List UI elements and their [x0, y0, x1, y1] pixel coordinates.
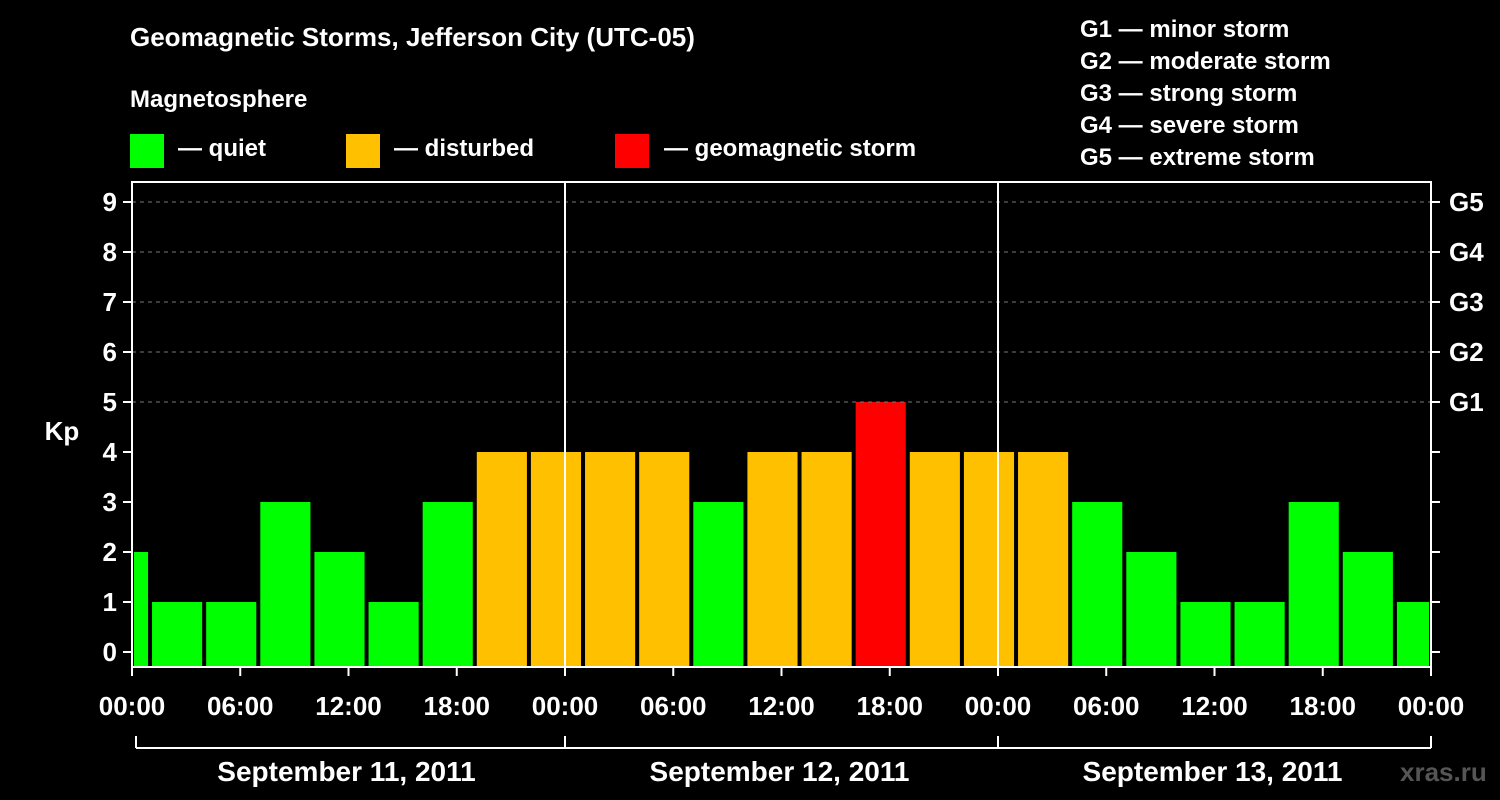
bar-16 — [963, 452, 1015, 667]
bar-5 — [368, 602, 419, 667]
y-tick-label-1: 1 — [103, 587, 117, 617]
bar-20 — [1180, 602, 1231, 667]
x-tick-label-3: 18:00 — [424, 691, 491, 721]
y-tick-label-4: 4 — [103, 437, 118, 467]
bar-24 — [1396, 602, 1429, 667]
bar-22 — [1288, 502, 1339, 667]
bar-1 — [152, 602, 203, 667]
right-tick-label-G3: G3 — [1449, 287, 1484, 317]
x-tick-label-2: 12:00 — [315, 691, 382, 721]
y-tick-label-9: 9 — [103, 187, 117, 217]
day-label-2: September 13, 2011 — [1083, 756, 1343, 787]
bar-23 — [1342, 552, 1393, 667]
x-tick-label-7: 18:00 — [857, 691, 924, 721]
bar-10 — [639, 452, 690, 667]
bar-18 — [1072, 502, 1123, 667]
storm-scale-g1: G1 — minor storm — [1080, 16, 1290, 43]
x-tick-label-4: 00:00 — [532, 691, 599, 721]
y-tick-label-5: 5 — [103, 387, 117, 417]
right-tick-label-G2: G2 — [1449, 337, 1484, 367]
bar-15 — [909, 452, 960, 667]
x-tick-label-9: 06:00 — [1073, 691, 1140, 721]
bar-0 — [134, 552, 149, 667]
bar-21 — [1234, 602, 1285, 667]
right-tick-label-G4: G4 — [1449, 237, 1484, 267]
legend-label-storm: — geomagnetic storm — [664, 135, 917, 162]
y-tick-label-6: 6 — [103, 337, 117, 367]
legend-swatch-disturbed — [346, 134, 380, 168]
x-tick-label-0: 00:00 — [99, 691, 166, 721]
legend-swatch-storm — [615, 134, 649, 168]
y-tick-label-0: 0 — [103, 637, 117, 667]
watermark: xras.ru — [1400, 757, 1487, 787]
y-tick-label-8: 8 — [103, 237, 117, 267]
bar-8 — [530, 452, 582, 667]
bar-13 — [801, 452, 852, 667]
storm-scale-g5: G5 — extreme storm — [1080, 144, 1315, 171]
bar-11 — [693, 502, 744, 667]
x-tick-label-12: 00:00 — [1398, 691, 1465, 721]
bar-4 — [314, 552, 365, 667]
day-label-1: September 12, 2011 — [650, 756, 910, 787]
bar-9 — [585, 452, 636, 667]
bar-6 — [422, 502, 473, 667]
x-tick-label-8: 00:00 — [965, 691, 1032, 721]
x-tick-label-5: 06:00 — [640, 691, 707, 721]
legend-label-quiet: — quiet — [178, 135, 266, 162]
chart-title: Geomagnetic Storms, Jefferson City (UTC-… — [130, 22, 695, 52]
right-tick-label-G5: G5 — [1449, 187, 1484, 217]
bar-2 — [206, 602, 257, 667]
y-tick-label-2: 2 — [103, 537, 117, 567]
bar-3 — [260, 502, 311, 667]
y-tick-label-3: 3 — [103, 487, 117, 517]
bar-17 — [1018, 452, 1069, 667]
bar-14 — [855, 402, 906, 667]
right-tick-label-G1: G1 — [1449, 387, 1484, 417]
x-tick-label-6: 12:00 — [748, 691, 815, 721]
storm-scale-list: G1 — minor storm G2 — moderate storm G3 … — [1080, 14, 1331, 174]
x-tick-label-10: 12:00 — [1181, 691, 1248, 721]
x-tick-label-11: 18:00 — [1290, 691, 1357, 721]
legend-label-disturbed: — disturbed — [394, 135, 535, 162]
legend-heading: Magnetosphere — [130, 86, 308, 113]
bar-12 — [747, 452, 798, 667]
storm-scale-g2: G2 — moderate storm — [1080, 48, 1331, 75]
bar-7 — [476, 452, 527, 667]
storm-scale-g4: G4 — severe storm — [1080, 112, 1299, 139]
y-tick-label-7: 7 — [103, 287, 117, 317]
y-axis-label: Kp — [45, 416, 80, 446]
x-tick-label-1: 06:00 — [207, 691, 274, 721]
legend-swatch-quiet — [130, 134, 164, 168]
storm-scale-g3: G3 — strong storm — [1080, 80, 1298, 107]
bar-19 — [1126, 552, 1177, 667]
day-label-0: September 11, 2011 — [217, 756, 475, 787]
